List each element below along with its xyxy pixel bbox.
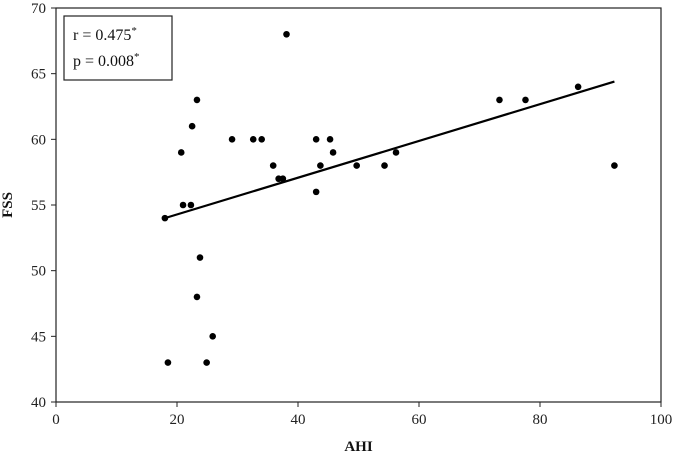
x-tick-label: 20 [170,412,185,428]
x-tick-label: 40 [291,412,306,428]
stat-box-frame [63,15,173,81]
data-points [161,30,618,366]
data-point [249,136,257,143]
y-tick-label: 40 [31,395,46,411]
y-tick-label: 65 [31,67,46,83]
data-point [496,96,503,104]
data-point [392,149,400,156]
data-point [258,136,266,143]
data-point [164,359,172,366]
data-point [161,214,169,222]
data-point [187,201,195,209]
y-tick-label: 60 [31,132,46,148]
data-point [329,149,337,156]
data-point [312,136,320,143]
y-tick-label: 55 [31,198,46,214]
stat-annotation-box: r = 0.475* p = 0.008* [63,15,173,81]
data-point [279,175,287,183]
r-value-text: r = 0.475* [73,25,137,44]
data-point [179,201,187,209]
data-point [522,96,529,104]
p-significance-mark: * [134,51,140,63]
data-point [312,188,320,196]
data-point [193,293,201,301]
p-value-text: p = 0.008* [73,51,140,70]
data-point [381,162,388,169]
data-point [283,30,290,38]
data-point [203,359,210,366]
x-tick-label: 100 [650,412,673,428]
y-axis-title: FSS [0,192,16,218]
trend-line [164,80,615,220]
data-point [353,162,360,169]
x-tick-label: 0 [52,412,60,428]
y-tick-label: 45 [31,329,46,345]
data-point [317,162,324,169]
r-significance-mark: * [131,25,137,37]
y-tick-label: 50 [31,264,46,280]
data-point [228,136,236,143]
x-tick-label: 80 [533,412,548,428]
data-point [188,122,196,130]
data-point [574,83,582,91]
x-axis: 0 20 40 60 80 100 [52,402,672,428]
x-axis-title: AHI [344,439,373,455]
y-tick-label: 70 [31,1,46,17]
data-point [196,254,204,261]
data-point [611,162,618,169]
x-tick-label: 60 [412,412,427,428]
data-point [269,162,277,169]
data-point [193,96,201,104]
data-point [326,136,334,143]
y-axis: 40 45 50 55 60 65 70 [31,1,56,411]
data-point [177,149,185,156]
data-point [209,333,216,340]
